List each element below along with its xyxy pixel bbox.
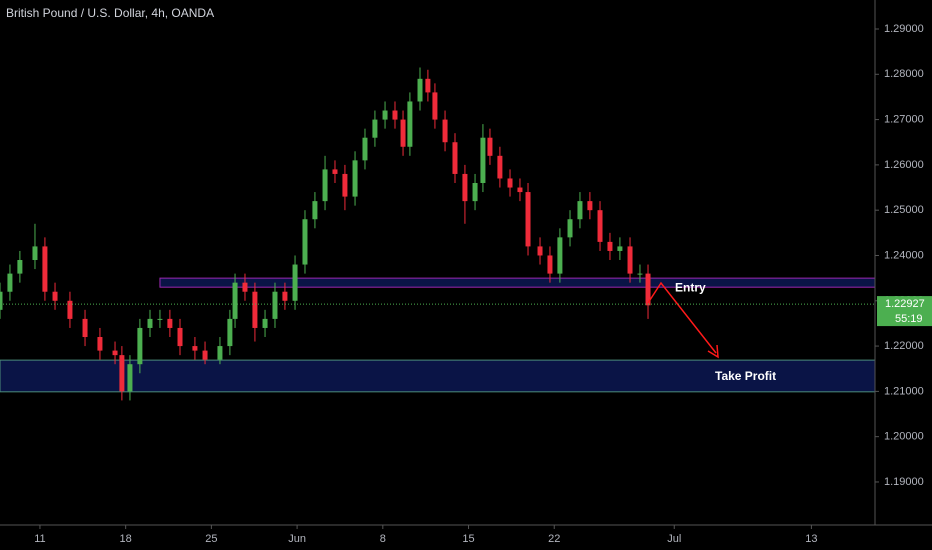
candles <box>0 67 651 401</box>
candle-body <box>547 255 553 274</box>
candle-body <box>617 246 623 251</box>
zone-label: Entry <box>675 280 706 294</box>
x-tick-label: 18 <box>120 533 132 545</box>
candle-body <box>0 291 3 310</box>
candle-body <box>537 246 543 256</box>
candle-body <box>177 327 183 347</box>
y-tick-label: 1.20000 <box>884 431 924 443</box>
candle-body <box>332 169 338 174</box>
candle-body <box>32 246 38 261</box>
candle-body <box>362 137 368 161</box>
candle-body <box>517 187 523 193</box>
zone-label: Take Profit <box>715 369 776 383</box>
y-tick-label: 1.28000 <box>884 68 924 80</box>
candle-body <box>42 246 48 292</box>
y-tick-label: 1.26000 <box>884 159 924 171</box>
candle-body <box>417 78 423 102</box>
y-tick-label: 1.25000 <box>884 204 924 216</box>
candle-body <box>627 246 633 274</box>
candle-body <box>52 291 58 301</box>
candle-body <box>137 327 143 365</box>
candle-body <box>217 346 223 360</box>
x-tick-label: 25 <box>205 533 217 545</box>
last-price-label: 1.22927 <box>885 298 925 310</box>
y-tick-label: 1.29000 <box>884 23 924 35</box>
x-tick-label: 8 <box>380 533 386 545</box>
candle-body <box>425 78 431 93</box>
x-tick-label: Jun <box>288 533 306 545</box>
countdown: 55:19 <box>895 313 923 325</box>
candle-body <box>507 178 513 188</box>
y-tick-label: 1.21000 <box>884 385 924 397</box>
candle-body <box>637 273 643 275</box>
candle-body <box>442 119 448 143</box>
x-tick-label: Jul <box>667 533 681 545</box>
candle-body <box>462 173 468 202</box>
candle-body <box>607 241 613 251</box>
candle-body <box>112 350 118 356</box>
candle-body <box>577 201 583 220</box>
candle-body <box>282 291 288 301</box>
candle-body <box>597 210 603 242</box>
candle-body <box>312 201 318 220</box>
candle-body <box>645 273 651 306</box>
candle-body <box>167 318 173 328</box>
candle-body <box>342 173 348 197</box>
y-tick-label: 1.24000 <box>884 249 924 261</box>
candle-body <box>372 119 378 138</box>
candle-body <box>67 300 73 319</box>
candle-body <box>157 318 163 320</box>
candle-body <box>302 219 308 265</box>
trade-arrow <box>647 281 717 354</box>
zones <box>0 277 876 393</box>
candle-body <box>567 219 573 238</box>
candle-body <box>480 137 486 184</box>
zone <box>159 277 876 288</box>
x-tick-label: 15 <box>462 533 474 545</box>
candle-body <box>472 183 478 202</box>
candle-body <box>525 192 531 247</box>
y-tick-label: 1.19000 <box>884 476 924 488</box>
y-tick-label: 1.22000 <box>884 340 924 352</box>
candle-body <box>322 169 328 202</box>
candle-body <box>272 291 278 319</box>
candle-body <box>82 318 88 338</box>
candle-body <box>97 337 103 351</box>
candle-body <box>487 137 493 156</box>
chart-title: British Pound / U.S. Dollar, 4h, OANDA <box>6 6 214 20</box>
candle-body <box>252 291 258 328</box>
arrow-head <box>707 344 719 359</box>
candle-body <box>452 142 458 174</box>
candle-body <box>17 260 23 274</box>
x-tick-label: 11 <box>34 533 45 545</box>
candle-body <box>7 273 13 292</box>
candle-body <box>497 155 503 179</box>
candle-body <box>557 237 563 274</box>
candle-body <box>352 160 358 197</box>
candle-body <box>227 318 233 347</box>
y-tick-label: 1.27000 <box>884 113 924 125</box>
candle-body <box>392 110 398 120</box>
candle-body <box>407 101 413 147</box>
last-price-box <box>877 296 932 327</box>
candle-body <box>119 355 125 392</box>
candle-body <box>432 92 438 120</box>
candle-body <box>242 282 248 292</box>
candle-body <box>262 318 268 328</box>
candle-body <box>587 201 593 211</box>
candle-body <box>292 264 298 301</box>
candle-body <box>202 350 208 360</box>
candle-body <box>147 318 153 328</box>
candle-body <box>382 110 388 120</box>
zone <box>0 359 876 393</box>
candle-body <box>232 282 238 319</box>
candle-body <box>192 346 198 351</box>
x-tick-label: 13 <box>805 533 817 545</box>
x-tick-label: 22 <box>548 533 560 545</box>
candle-body <box>127 364 133 392</box>
candle-body <box>400 119 406 147</box>
